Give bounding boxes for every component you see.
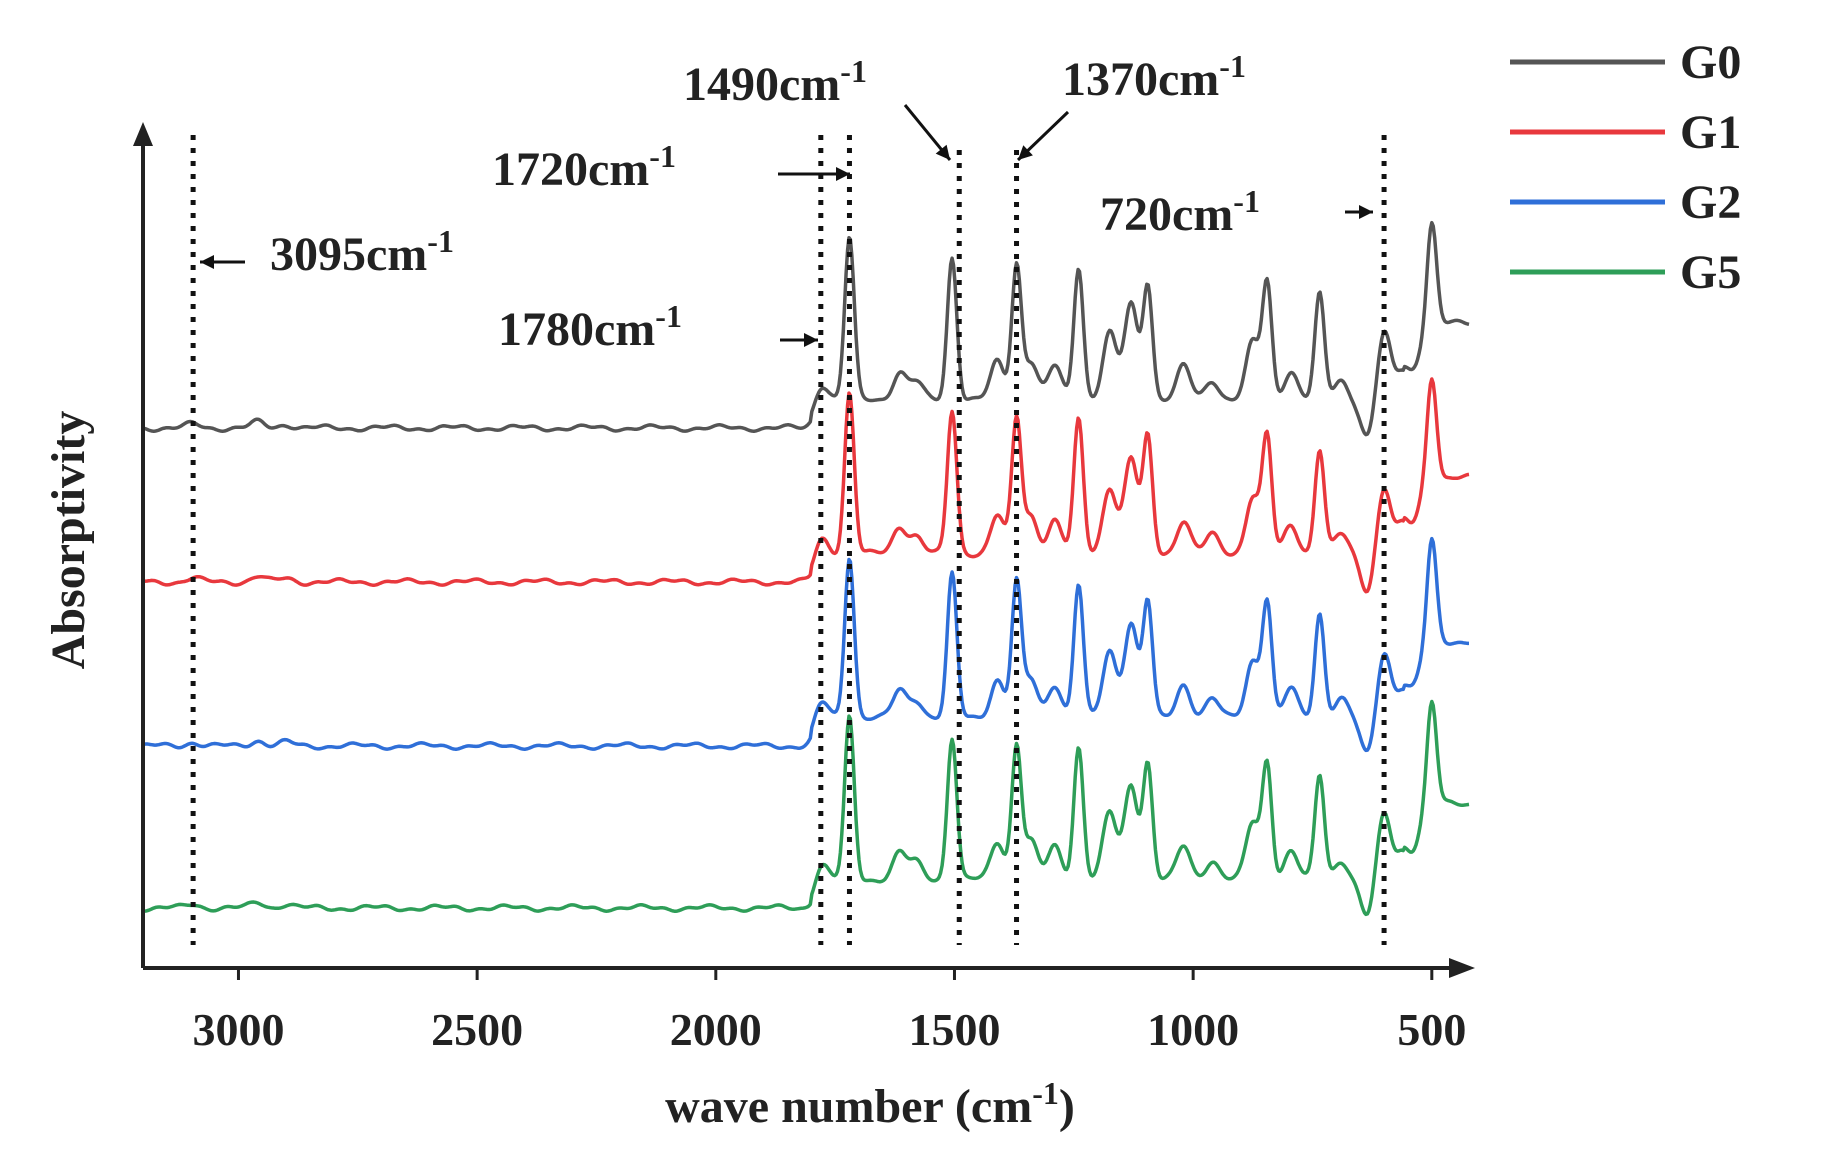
arrowhead-icon xyxy=(935,144,950,160)
series-line-g0 xyxy=(142,220,1470,437)
x-tick-label: 1000 xyxy=(1147,1004,1239,1055)
series-line-g1 xyxy=(142,377,1470,594)
x-tick-label: 1500 xyxy=(908,1004,1000,1055)
arrowhead-icon xyxy=(1359,205,1373,219)
annotation-1490: 1490cm-1 xyxy=(683,53,867,111)
reference-lines-layer xyxy=(190,135,1387,945)
arrowhead-icon xyxy=(836,167,850,181)
series-line-g5 xyxy=(142,699,1470,917)
arrowhead-icon xyxy=(1018,145,1033,160)
x-tick-label: 3000 xyxy=(192,1004,284,1055)
y-axis-title: Absorptivity xyxy=(42,411,95,670)
x-tick-label: 2000 xyxy=(670,1004,762,1055)
x-axis-title: wave number (cm-1) xyxy=(665,1075,1075,1133)
annotation-3095: 3095cm-1 xyxy=(270,223,454,281)
x-ticks-layer: 3000 2500 2000 1500 1000 500 xyxy=(192,968,1466,1055)
legend-label-g2: G2 xyxy=(1680,176,1741,229)
y-axis-arrow-icon xyxy=(133,122,153,146)
annotation-1720: 1720cm-1 xyxy=(492,138,676,196)
x-tick-label: 500 xyxy=(1397,1004,1466,1055)
annotation-1370: 1370cm-1 xyxy=(1062,48,1246,106)
x-tick-label: 2500 xyxy=(431,1004,523,1055)
annotation-1780: 1780cm-1 xyxy=(498,298,682,356)
legend-label-g5: G5 xyxy=(1680,246,1741,299)
arrowhead-icon xyxy=(804,333,818,347)
series-line-g2 xyxy=(142,536,1470,753)
legend: G0 G1 G2 G5 xyxy=(1510,36,1741,299)
legend-label-g0: G0 xyxy=(1680,36,1741,89)
axes xyxy=(133,122,1475,978)
annotation-720: 720cm-1 xyxy=(1100,183,1260,241)
arrowhead-icon xyxy=(200,255,214,269)
legend-label-g1: G1 xyxy=(1680,106,1741,159)
spectra-layer xyxy=(142,220,1470,917)
x-axis-arrow-icon xyxy=(1449,958,1475,978)
